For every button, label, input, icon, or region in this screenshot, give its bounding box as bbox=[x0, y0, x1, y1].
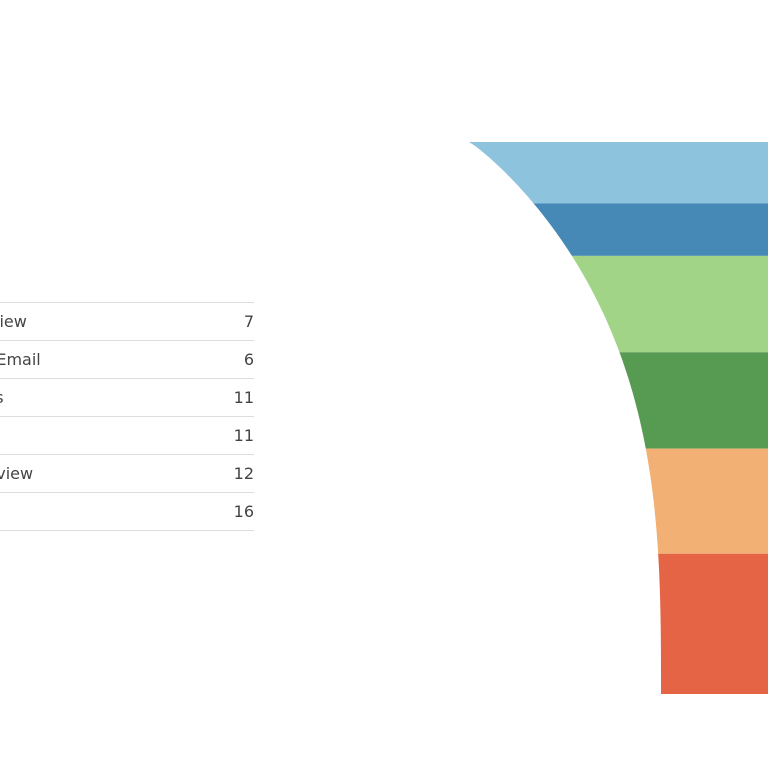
legend-row: t Email 6 bbox=[0, 341, 254, 379]
legend-row: 11 bbox=[0, 417, 254, 455]
legend-value: 7 bbox=[243, 312, 254, 331]
legend-label: ents bbox=[0, 379, 4, 417]
legend-value: 6 bbox=[243, 350, 254, 369]
legend-value: 11 bbox=[233, 426, 254, 445]
legend-value: 11 bbox=[233, 388, 254, 407]
legend-label: view bbox=[0, 312, 27, 331]
legend-row: 16 bbox=[0, 493, 254, 531]
funnel-segment[interactable] bbox=[658, 553, 768, 694]
legend-row: r Interview 12 bbox=[0, 455, 254, 493]
legend-row: ents 11 bbox=[0, 379, 254, 417]
funnel-segment[interactable] bbox=[533, 203, 768, 256]
legend-row: view 7 bbox=[0, 303, 254, 341]
funnel-segment[interactable] bbox=[469, 142, 768, 204]
legend-value: 16 bbox=[233, 502, 254, 521]
funnel-segment[interactable] bbox=[619, 352, 768, 449]
legend-label: r Interview bbox=[0, 464, 34, 483]
legend-table: view 7 t Email 6 ents 11 11 r Interview … bbox=[0, 302, 254, 531]
funnel-segment[interactable] bbox=[571, 255, 768, 353]
legend-value: 12 bbox=[233, 464, 254, 483]
legend-label: t Email bbox=[0, 350, 41, 369]
funnel-segment[interactable] bbox=[645, 448, 768, 554]
